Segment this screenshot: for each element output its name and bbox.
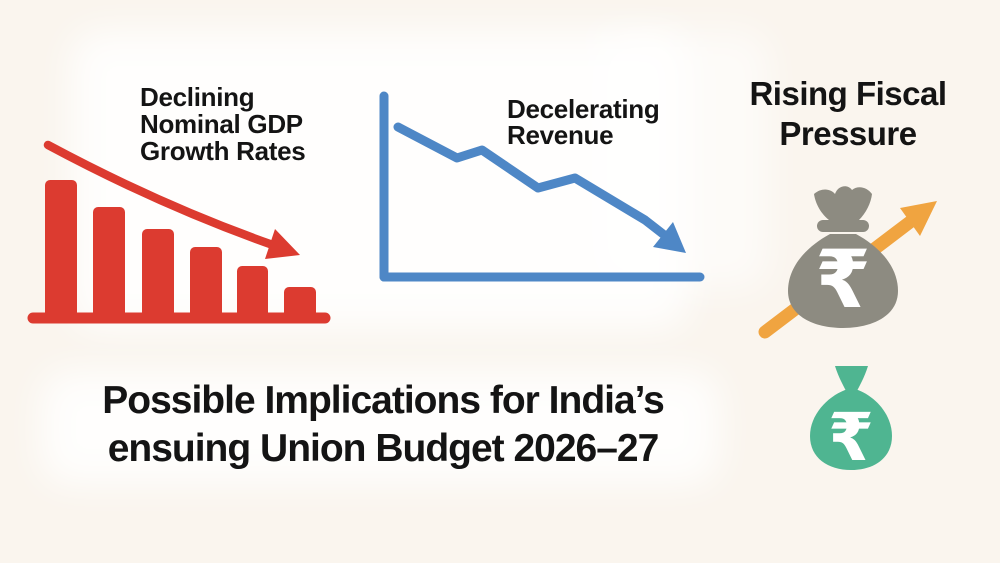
page-title-line: ensuing Union Budget 2026–27	[107, 427, 660, 470]
gdp-label-line: Nominal GDP	[140, 109, 303, 139]
declining-bar-chart-icon	[27, 140, 331, 324]
money-bag-body	[788, 234, 898, 328]
rupee-glyph: ₹	[828, 399, 874, 476]
fiscal-label-line: Pressure	[779, 115, 917, 152]
money-bag-icon: ₹	[810, 366, 892, 476]
bar	[142, 229, 174, 320]
trend-line	[393, 122, 668, 239]
rupee-glyph: ₹	[815, 233, 871, 326]
money-bag-tie	[814, 186, 872, 220]
money-bag-tie	[835, 366, 868, 391]
gdp-label: Declining Nominal GDP Growth Rates	[140, 82, 306, 166]
money-bag-body	[810, 390, 892, 470]
bar	[237, 266, 268, 320]
bar	[284, 287, 316, 320]
background-white-patch	[40, 370, 720, 485]
bar	[190, 247, 222, 320]
fiscal-label: Rising Fiscal Pressure	[717, 74, 979, 154]
bar	[45, 180, 77, 320]
rising-arrowhead-icon	[900, 201, 937, 236]
revenue-label: Decelerating Revenue	[507, 94, 660, 150]
fiscal-label-line: Rising Fiscal	[749, 75, 947, 112]
down-trend-arrowhead-icon	[265, 229, 300, 259]
declining-line-chart-icon	[379, 91, 705, 282]
money-bag-neck	[817, 220, 869, 232]
trend-arrowhead-icon	[653, 222, 686, 253]
money-bag-rising-arrow-icon: ₹	[758, 186, 937, 339]
revenue-label-line: Revenue	[507, 120, 614, 150]
down-trend-arrow	[43, 140, 275, 249]
page-title-line: Possible Implications for India’s	[102, 379, 665, 422]
gdp-label-line: Declining	[140, 82, 255, 112]
bar	[93, 207, 125, 320]
gdp-label-line: Growth Rates	[140, 136, 306, 166]
revenue-label-line: Decelerating	[507, 94, 660, 124]
page-title: Possible Implications for India’s ensuin…	[20, 377, 746, 473]
